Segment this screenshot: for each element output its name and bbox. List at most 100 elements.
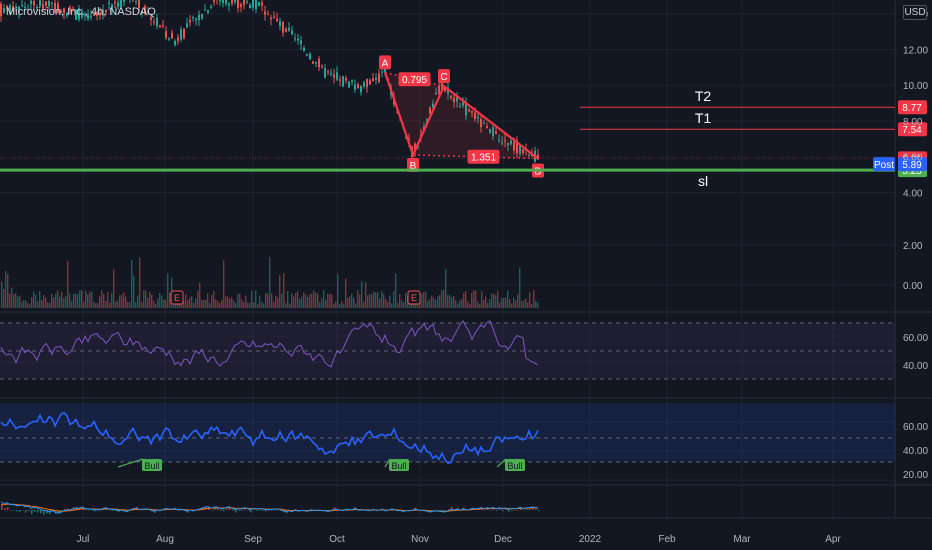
volume-bar bbox=[163, 299, 165, 308]
volume-bar bbox=[357, 290, 359, 308]
candle-body bbox=[108, 2, 110, 5]
currency-badge[interactable]: USD bbox=[903, 5, 927, 20]
candle-body bbox=[159, 25, 161, 28]
volume-bar bbox=[19, 295, 21, 308]
macd-histogram-bar bbox=[49, 510, 51, 515]
volume-bar bbox=[185, 294, 187, 308]
macd-histogram-bar bbox=[235, 510, 237, 513]
volume-bar bbox=[527, 302, 529, 308]
time-axis-tick: Feb bbox=[658, 534, 676, 545]
volume-bar bbox=[421, 293, 423, 308]
candle-body bbox=[246, 1, 248, 3]
candle-body bbox=[78, 8, 80, 20]
macd-histogram-bar bbox=[22, 510, 24, 511]
macd-line bbox=[0, 501, 539, 514]
candle-body bbox=[306, 54, 308, 56]
volume-bar bbox=[263, 303, 265, 308]
volume-bar bbox=[251, 290, 253, 308]
macd-histogram-bar bbox=[223, 510, 225, 512]
volume-bar bbox=[95, 303, 97, 308]
candle-body bbox=[36, 6, 38, 8]
macd-histogram-bar bbox=[115, 510, 117, 511]
volume-bar bbox=[283, 273, 285, 308]
volume-bar bbox=[235, 303, 237, 308]
volume-bar bbox=[401, 300, 403, 308]
volume-bar bbox=[391, 303, 393, 308]
volume-bar bbox=[43, 294, 45, 308]
earnings-marker: E bbox=[411, 293, 417, 303]
volume-bar bbox=[331, 294, 333, 308]
post-tag-bg bbox=[873, 157, 895, 172]
volume-bar bbox=[219, 302, 221, 308]
candle-body bbox=[189, 20, 191, 23]
volume-bar bbox=[381, 291, 383, 308]
macd-histogram-bar bbox=[100, 510, 102, 511]
volume-bar bbox=[239, 293, 241, 308]
pattern-bd-dotted bbox=[412, 154, 539, 160]
candle-body bbox=[252, 0, 254, 8]
candle-body bbox=[0, 3, 2, 17]
volume-bar bbox=[299, 298, 301, 308]
volume-bar bbox=[135, 301, 137, 308]
candle-body bbox=[438, 85, 440, 94]
candle-body bbox=[462, 102, 464, 106]
earnings-marker: E bbox=[174, 293, 180, 303]
volume-bar bbox=[61, 291, 63, 308]
candle-body bbox=[156, 17, 158, 27]
candle-body bbox=[93, 13, 95, 16]
volume-bar bbox=[307, 297, 309, 308]
macd-histogram-bar bbox=[262, 509, 264, 511]
volume-axis-tick: 2.00 bbox=[903, 241, 923, 252]
candle-body bbox=[270, 17, 272, 20]
macd-histogram-bar bbox=[220, 510, 222, 511]
candle-body bbox=[75, 9, 77, 20]
macd-histogram-bar bbox=[25, 510, 27, 513]
candle-body bbox=[153, 21, 155, 23]
candle-body bbox=[9, 5, 11, 14]
volume-bar bbox=[363, 301, 365, 308]
candle-body bbox=[474, 112, 476, 120]
volume-bar bbox=[303, 292, 305, 308]
candle-body bbox=[60, 10, 62, 13]
volume-bar bbox=[229, 298, 231, 308]
macd-histogram-bar bbox=[7, 507, 9, 510]
volume-bar bbox=[423, 292, 425, 308]
candle-body bbox=[291, 30, 293, 35]
volume-bar bbox=[31, 297, 33, 308]
macd-histogram-bar bbox=[145, 509, 147, 511]
volume-bar bbox=[205, 299, 207, 308]
volume-bar bbox=[159, 293, 161, 308]
pattern-point-c: C bbox=[440, 72, 447, 83]
volume-bar bbox=[439, 294, 441, 308]
volume-bar bbox=[465, 291, 467, 308]
candle-body bbox=[429, 107, 431, 113]
candle-body bbox=[300, 40, 302, 45]
volume-bar bbox=[471, 292, 473, 308]
volume-bar bbox=[217, 300, 219, 308]
volume-bar bbox=[237, 293, 239, 308]
volume-bar bbox=[243, 302, 245, 308]
volume-bar bbox=[293, 296, 295, 308]
volume-bar bbox=[195, 298, 197, 308]
candle-body bbox=[363, 82, 365, 87]
price-axis-tick: 4.00 bbox=[903, 188, 923, 199]
pattern-ratio-bg bbox=[467, 149, 500, 164]
bull-label-bg bbox=[142, 459, 162, 471]
volume-bar bbox=[199, 282, 201, 308]
volume-bar bbox=[9, 293, 11, 308]
volume-bar bbox=[277, 297, 279, 308]
macd-histogram-bar bbox=[202, 507, 204, 510]
candle-body bbox=[72, 9, 74, 11]
candle-body bbox=[147, 11, 149, 13]
volume-bar bbox=[461, 298, 463, 308]
volume-bar bbox=[191, 296, 193, 308]
volume-bar bbox=[479, 303, 481, 308]
macd-histogram-bar bbox=[13, 510, 15, 511]
volume-bar bbox=[491, 293, 493, 308]
volume-bar bbox=[133, 275, 135, 308]
macd-histogram-bar bbox=[526, 509, 528, 510]
candle-body bbox=[357, 84, 359, 89]
post-tag: Post bbox=[874, 160, 894, 171]
volume-bar bbox=[67, 261, 69, 308]
